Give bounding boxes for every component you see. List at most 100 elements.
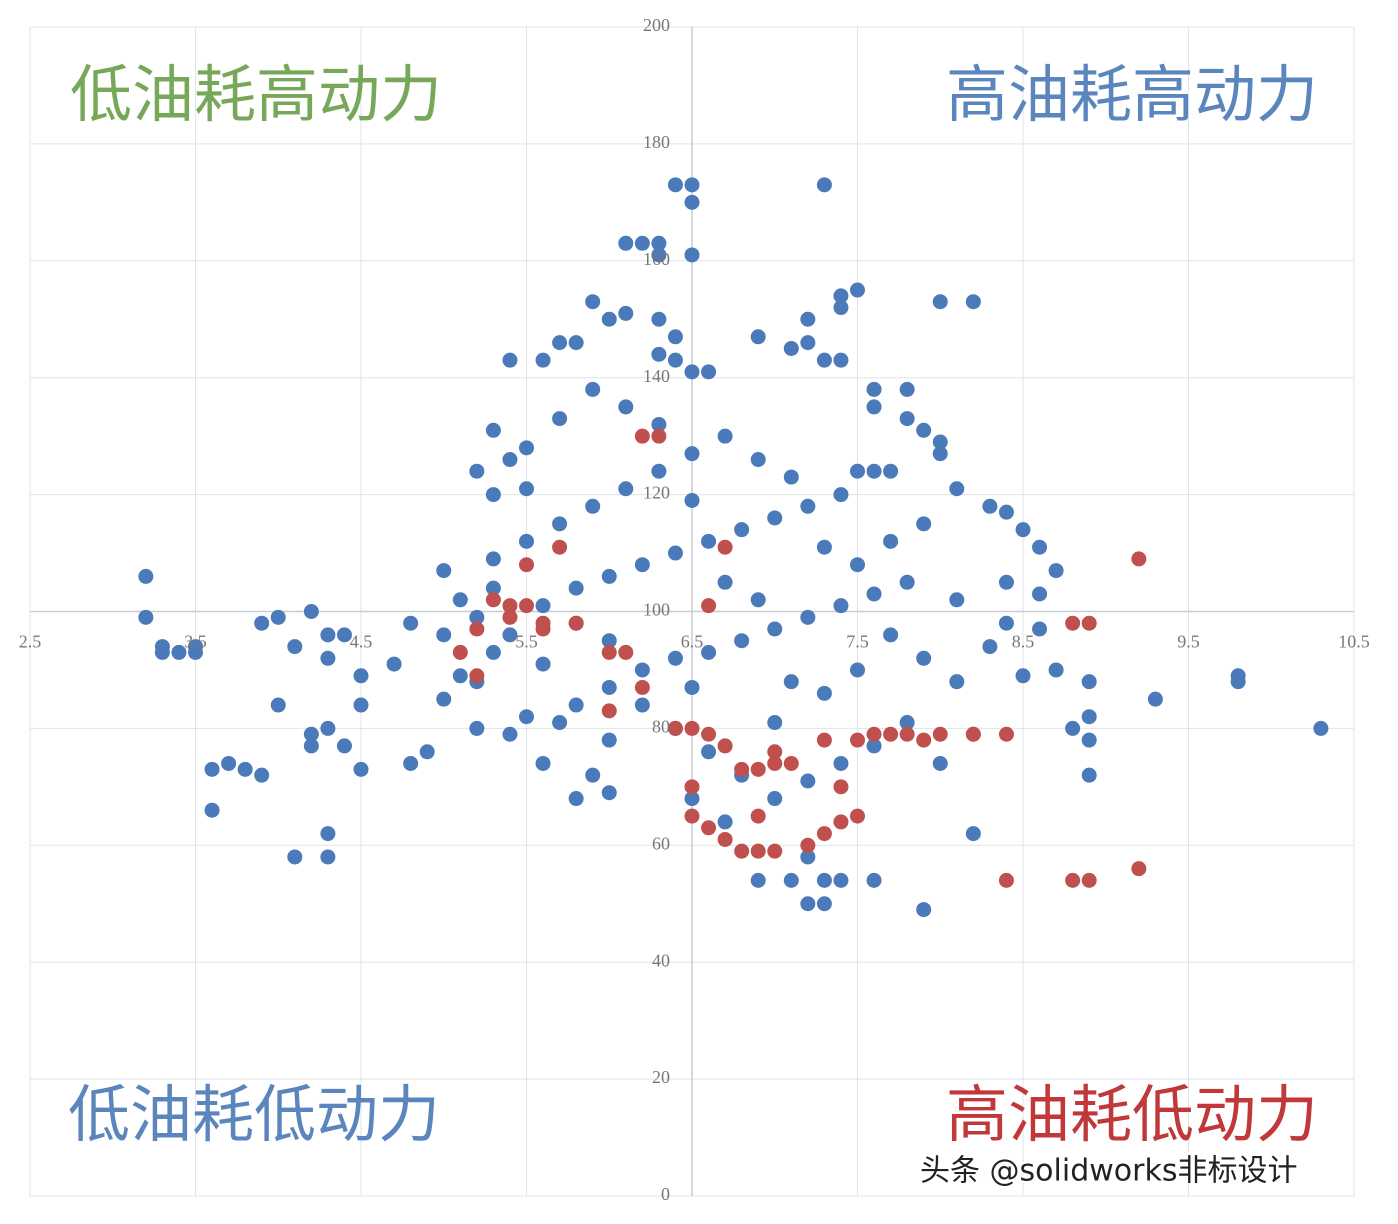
point — [982, 498, 998, 514]
point — [403, 615, 419, 631]
point — [866, 726, 882, 742]
point — [916, 902, 932, 918]
point — [717, 539, 733, 555]
point — [932, 434, 948, 450]
point — [717, 738, 733, 754]
point — [866, 381, 882, 397]
point — [535, 598, 551, 614]
point — [237, 761, 253, 777]
watermark: 头条 @solidworks非标设计 — [920, 1154, 1297, 1189]
point — [701, 744, 717, 760]
point — [850, 282, 865, 298]
point — [485, 592, 501, 608]
point — [850, 463, 865, 479]
point — [1131, 551, 1147, 567]
point — [767, 510, 783, 526]
point — [1081, 872, 1097, 888]
point — [899, 411, 915, 427]
point — [1032, 586, 1048, 602]
point — [701, 644, 717, 660]
point — [916, 650, 932, 666]
point — [684, 247, 700, 263]
point — [535, 352, 551, 368]
point — [353, 668, 369, 684]
point — [965, 826, 981, 842]
point — [651, 311, 667, 327]
point — [717, 428, 733, 444]
point — [684, 364, 700, 380]
point — [932, 755, 948, 771]
point — [667, 329, 683, 345]
point — [800, 498, 816, 514]
point — [850, 662, 865, 678]
point — [850, 732, 865, 748]
point — [1230, 674, 1246, 690]
point — [320, 650, 336, 666]
point — [535, 621, 551, 637]
point — [353, 697, 369, 713]
point — [949, 481, 965, 497]
point — [634, 557, 650, 573]
x-tick-label: 2.5 — [19, 632, 42, 652]
labels: 2.5 3.5 4.5 5.5 6.5 7.5 8.5 9.5 10.5 0 20 40 60 80 100… — [19, 15, 1370, 1204]
point — [353, 761, 369, 777]
point — [535, 755, 551, 771]
point — [651, 235, 667, 251]
point — [866, 463, 882, 479]
point — [436, 627, 452, 643]
point — [932, 446, 948, 462]
point — [883, 726, 899, 742]
point — [204, 761, 220, 777]
point — [883, 627, 899, 643]
point — [1131, 861, 1147, 877]
x-tick-label: 6.5 — [681, 632, 704, 652]
point — [601, 732, 617, 748]
point — [816, 352, 832, 368]
point — [701, 364, 717, 380]
point — [452, 644, 468, 660]
point — [833, 487, 849, 503]
point — [452, 592, 468, 608]
point — [916, 422, 932, 438]
point — [800, 837, 816, 853]
y-tick-label: 160 — [643, 249, 670, 269]
point — [585, 767, 601, 783]
point — [1048, 563, 1064, 579]
point — [452, 668, 468, 684]
point — [502, 726, 518, 742]
point — [684, 779, 700, 795]
point — [998, 504, 1014, 520]
point — [568, 615, 584, 631]
point — [1081, 732, 1097, 748]
point — [1081, 767, 1097, 783]
x-tick-label: 8.5 — [1012, 632, 1035, 652]
point — [833, 872, 849, 888]
point — [899, 381, 915, 397]
point — [469, 621, 485, 637]
quadrant-label: 高油耗低动力 — [946, 1078, 1318, 1151]
point — [1081, 709, 1097, 725]
point — [767, 715, 783, 731]
point — [767, 791, 783, 807]
point — [767, 843, 783, 859]
point — [303, 726, 319, 742]
point — [800, 849, 816, 865]
point — [800, 609, 816, 625]
point — [618, 305, 634, 321]
point — [585, 498, 601, 514]
point — [684, 679, 700, 695]
point — [816, 177, 832, 193]
point — [1313, 720, 1329, 736]
point — [320, 627, 336, 643]
point — [667, 545, 683, 561]
point — [204, 802, 220, 818]
y-tick-label: 200 — [643, 15, 670, 35]
point — [750, 761, 766, 777]
point — [949, 674, 965, 690]
point — [469, 668, 485, 684]
point — [386, 656, 402, 672]
point — [552, 411, 568, 427]
point — [816, 896, 832, 912]
point — [783, 340, 799, 356]
